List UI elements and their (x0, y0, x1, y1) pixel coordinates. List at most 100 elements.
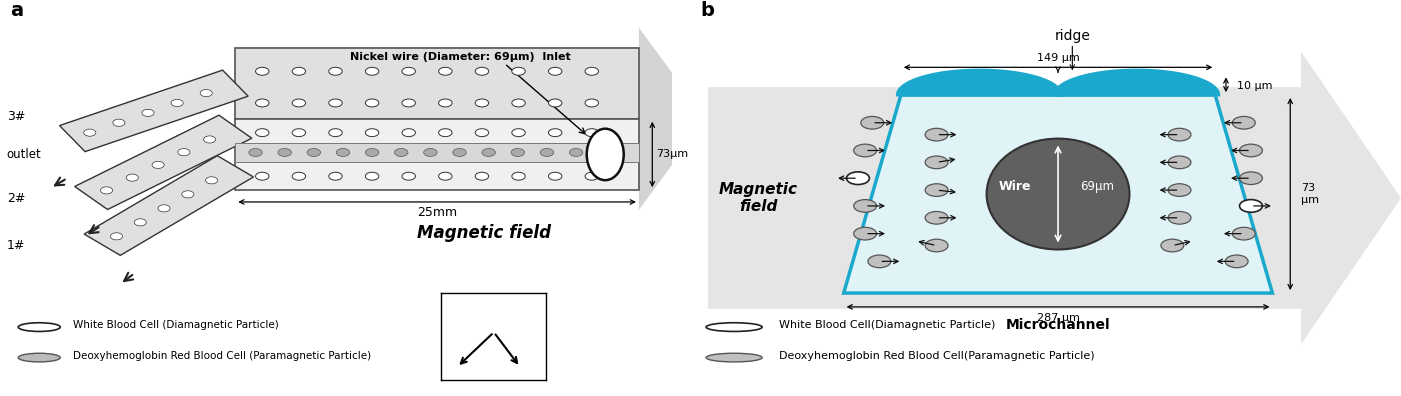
Text: Nickel wire (Diameter: 69μm)  Inlet: Nickel wire (Diameter: 69μm) Inlet (350, 52, 570, 63)
Text: 73μm: 73μm (656, 149, 688, 160)
Circle shape (366, 172, 378, 180)
Text: White Blood Cell (Diamagnetic Particle): White Blood Cell (Diamagnetic Particle) (73, 320, 279, 330)
Text: 287 μm: 287 μm (1037, 313, 1080, 323)
Circle shape (366, 67, 378, 75)
Circle shape (206, 177, 217, 184)
Polygon shape (843, 95, 1272, 293)
Circle shape (113, 119, 125, 126)
Circle shape (126, 174, 139, 181)
Circle shape (548, 129, 562, 137)
Circle shape (1161, 239, 1184, 252)
Circle shape (255, 99, 269, 107)
Circle shape (203, 136, 216, 143)
Circle shape (1240, 144, 1262, 157)
Circle shape (548, 172, 562, 180)
Text: 1#: 1# (7, 239, 25, 252)
Text: 69μm: 69μm (1080, 180, 1114, 192)
Polygon shape (74, 115, 252, 209)
Text: Deoxyhemoglobin Red Blood Cell (Paramagnetic Particle): Deoxyhemoglobin Red Blood Cell (Paramagn… (73, 351, 371, 361)
Polygon shape (235, 48, 639, 119)
Circle shape (439, 99, 453, 107)
Circle shape (402, 172, 416, 180)
Text: Magnetic field: Magnetic field (417, 224, 551, 242)
Circle shape (482, 148, 496, 156)
Text: ridge: ridge (1055, 29, 1090, 43)
Circle shape (439, 172, 453, 180)
Circle shape (853, 144, 877, 157)
Text: 149 μm: 149 μm (1037, 53, 1079, 63)
Circle shape (171, 99, 184, 107)
Circle shape (84, 129, 95, 136)
Polygon shape (708, 51, 1401, 345)
Circle shape (1168, 128, 1191, 141)
Circle shape (307, 148, 321, 156)
Circle shape (846, 172, 870, 185)
Circle shape (1240, 172, 1262, 185)
Circle shape (925, 184, 948, 196)
Circle shape (277, 148, 291, 156)
Circle shape (475, 172, 489, 180)
Circle shape (366, 148, 378, 156)
Circle shape (1168, 184, 1191, 196)
Circle shape (249, 148, 262, 156)
Circle shape (1226, 255, 1248, 268)
Circle shape (439, 67, 453, 75)
Text: 73
μm: 73 μm (1302, 183, 1318, 205)
Circle shape (255, 172, 269, 180)
Circle shape (586, 67, 598, 75)
Polygon shape (59, 70, 248, 152)
Circle shape (18, 353, 60, 362)
Circle shape (200, 89, 213, 97)
Circle shape (293, 172, 305, 180)
Circle shape (423, 148, 437, 156)
Circle shape (586, 172, 598, 180)
Circle shape (475, 67, 489, 75)
Circle shape (511, 129, 525, 137)
Circle shape (134, 219, 146, 226)
Circle shape (255, 129, 269, 137)
Circle shape (366, 99, 378, 107)
Circle shape (586, 129, 598, 137)
Circle shape (548, 67, 562, 75)
Text: outlet: outlet (7, 148, 42, 161)
Circle shape (101, 187, 112, 194)
Polygon shape (897, 70, 1219, 95)
Text: 10 μm: 10 μm (1237, 81, 1272, 91)
Circle shape (1233, 227, 1255, 240)
Circle shape (511, 99, 525, 107)
Circle shape (925, 156, 948, 169)
Circle shape (1233, 116, 1255, 129)
Circle shape (158, 205, 170, 212)
Circle shape (255, 67, 269, 75)
Polygon shape (235, 28, 706, 210)
Circle shape (925, 128, 948, 141)
Text: White Blood Cell(Diamagnetic Particle): White Blood Cell(Diamagnetic Particle) (779, 320, 995, 330)
Polygon shape (84, 156, 254, 255)
Circle shape (925, 211, 948, 224)
Circle shape (706, 353, 762, 362)
Circle shape (336, 148, 350, 156)
Ellipse shape (986, 139, 1129, 249)
Circle shape (869, 255, 891, 268)
Text: a: a (10, 1, 24, 20)
Text: 2#: 2# (7, 192, 25, 204)
Text: Wire: Wire (999, 180, 1031, 192)
Text: 25mm: 25mm (417, 206, 457, 219)
Circle shape (178, 148, 191, 156)
Circle shape (329, 172, 342, 180)
Circle shape (511, 67, 525, 75)
Circle shape (586, 99, 598, 107)
Circle shape (402, 99, 416, 107)
Circle shape (475, 99, 489, 107)
Circle shape (395, 148, 408, 156)
Circle shape (853, 200, 877, 212)
Polygon shape (235, 143, 639, 162)
Circle shape (329, 99, 342, 107)
Circle shape (1168, 156, 1191, 169)
Circle shape (860, 116, 884, 129)
Circle shape (402, 67, 416, 75)
Circle shape (329, 67, 342, 75)
Circle shape (18, 323, 60, 331)
Circle shape (402, 129, 416, 137)
Text: 3#: 3# (7, 110, 25, 123)
